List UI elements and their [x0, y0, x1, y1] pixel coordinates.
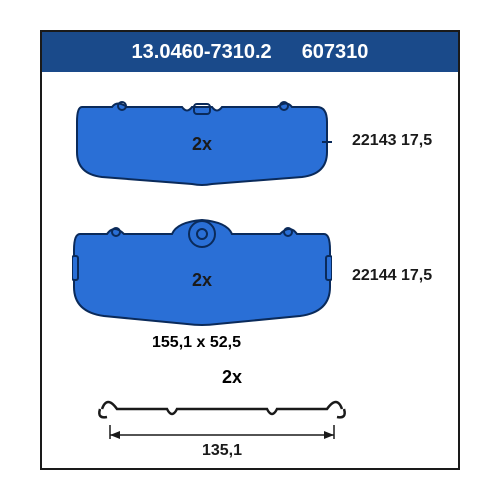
diagram-content: 2x 22143 17,5 2x 22 [42, 72, 458, 472]
clip-shape [72, 389, 372, 429]
pad-top-code: 22143 [352, 132, 397, 149]
pad-bottom-qty: 2x [192, 270, 212, 290]
pad-top-label: 22143 17,5 [352, 132, 432, 150]
pad-top-qty: 2x [192, 134, 212, 154]
pad-top-thickness: 17,5 [401, 132, 432, 149]
pad-bottom-shape: 2x [72, 212, 332, 332]
diagram-frame: 13.0460-7310.2 607310 2x 22143 17,5 [40, 30, 460, 470]
clip-dimension-line: 135,1 [72, 425, 372, 460]
short-number: 607310 [302, 41, 369, 64]
brake-pad-top: 2x [72, 92, 332, 192]
part-number: 13.0460-7310.2 [132, 41, 272, 64]
pad-bottom-thickness: 17,5 [401, 267, 432, 284]
pad-bottom-label: 22144 17,5 [352, 267, 432, 285]
pad-bottom-dimension: 155,1 x 52,5 [152, 334, 241, 352]
clip-area: 2x 135,1 [72, 367, 372, 462]
pad-top-shape: 2x [72, 92, 332, 192]
header-bar: 13.0460-7310.2 607310 [42, 32, 458, 72]
clip-length: 135,1 [202, 442, 242, 459]
pad-bottom-code: 22144 [352, 267, 397, 284]
clip-qty: 2x [222, 367, 242, 388]
brake-pad-bottom: 2x [72, 212, 332, 332]
